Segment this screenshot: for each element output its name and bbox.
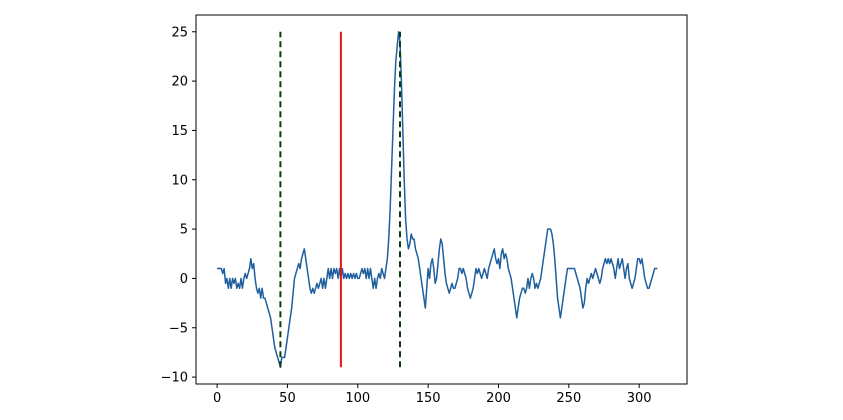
y-tick-label: 0 [180,272,188,287]
y-tick-label: −5 [169,321,188,336]
plot-area [217,31,658,368]
x-tick-label: 50 [279,391,296,406]
x-tick-label: 200 [486,391,511,406]
y-axis: −10 −5 0 5 10 15 20 25 [161,25,196,386]
x-tick-label: 100 [345,391,370,406]
y-tick-label: 10 [171,173,188,188]
series-line-1 [217,31,658,368]
x-axis: 0 50 100 150 200 250 300 [213,384,652,406]
y-tick-label: 25 [171,25,188,40]
axes-frame [195,14,688,385]
y-tick-label: 15 [171,124,188,139]
x-tick-label: 0 [213,391,221,406]
y-tick-label: −10 [161,371,188,386]
x-tick-label: 300 [627,391,652,406]
x-tick-label: 150 [416,391,441,406]
y-tick-label: 5 [180,223,188,238]
x-tick-label: 250 [556,391,581,406]
y-tick-label: 20 [171,75,188,90]
